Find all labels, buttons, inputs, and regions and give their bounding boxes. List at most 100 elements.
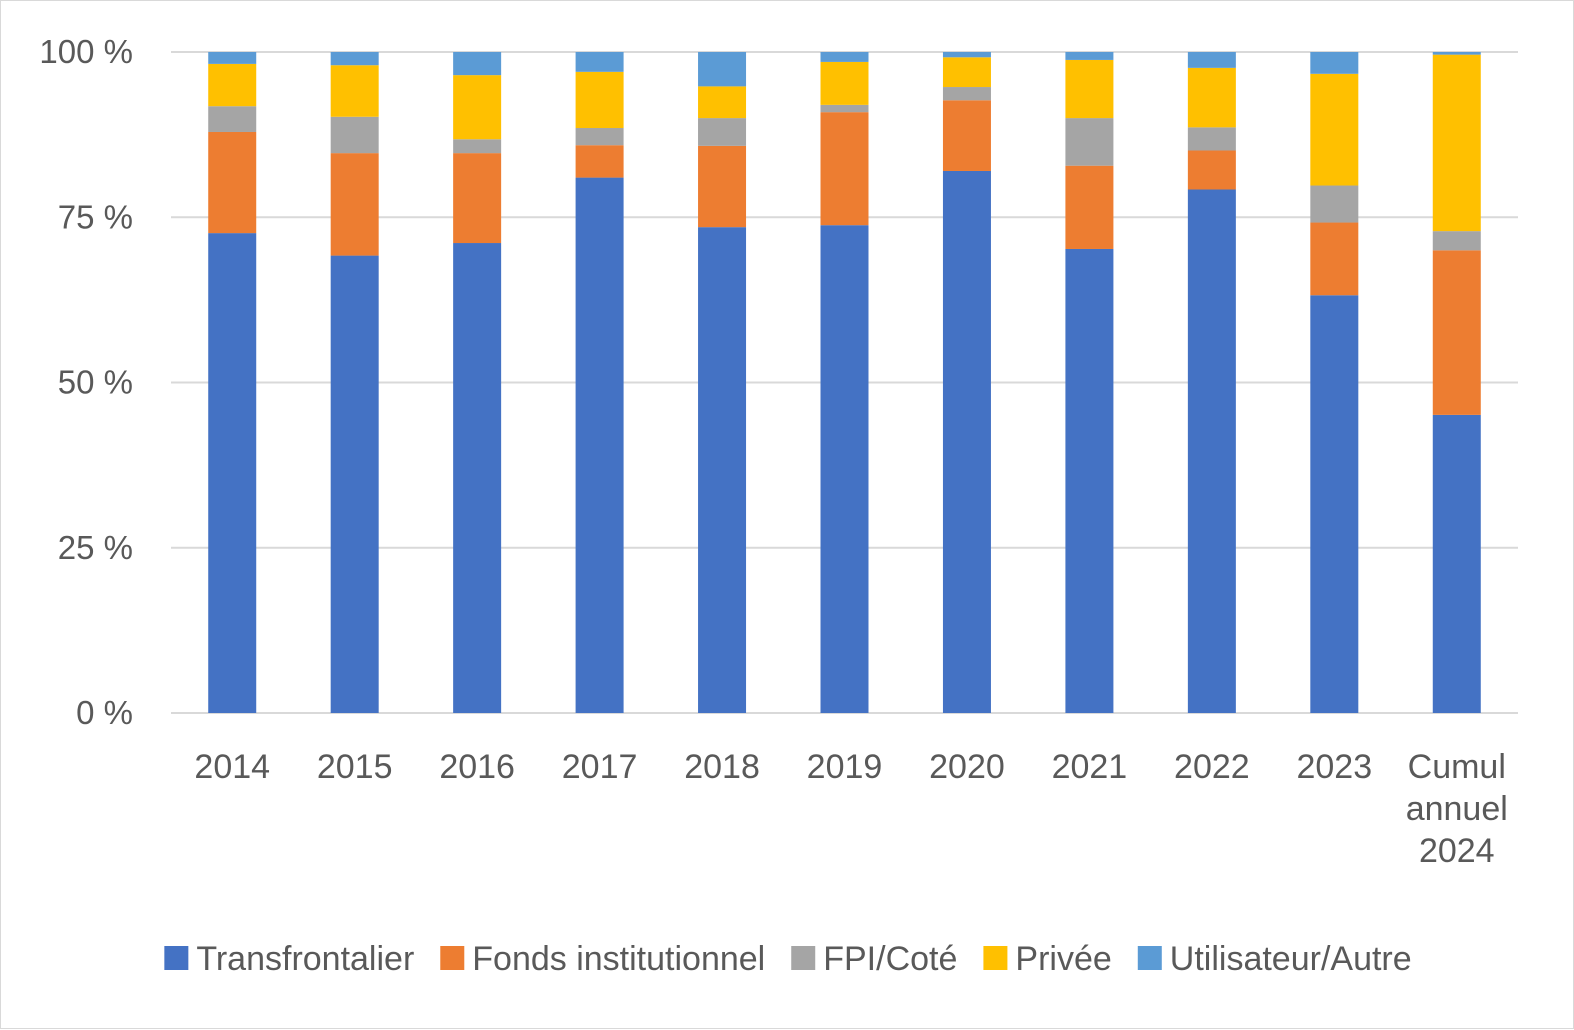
bar-segment-fonds-institutionnel (1065, 165, 1114, 249)
bar-segment-fonds-institutionnel (330, 153, 379, 256)
x-axis-labels: 2014 2015 2016 2017 2018 2019 2020 2021 2022 2023… (194, 748, 1507, 870)
y-tick-label: 25 % (58, 529, 133, 566)
x-tick-label: 2022 (1174, 748, 1250, 786)
x-tick-label-line: 2021 (1052, 748, 1128, 786)
bar-segment-utilisateur-autre (453, 52, 502, 76)
bar-segment-priv-e (453, 75, 502, 140)
legend-item: Utilisateur/Autre (1137, 940, 1412, 978)
x-tick-label-line: 2017 (562, 748, 638, 786)
x-tick-label-line: 2016 (439, 748, 515, 786)
x-tick-label-line: 2015 (317, 748, 393, 786)
x-tick-label: 2019 (807, 748, 883, 786)
legend-item: Fonds institutionnel (440, 940, 765, 978)
bar-segment-fpi-cot- (453, 139, 502, 154)
legend-label: Transfrontalier (196, 940, 414, 978)
bar-segment-priv-e (1310, 73, 1359, 186)
bar-segment-transfrontalier (453, 243, 502, 714)
legend-swatch (440, 946, 465, 970)
x-tick-label: 2018 (684, 748, 760, 786)
legend-item: FPI/Coté (791, 940, 957, 978)
bar-segment-fpi-cot- (820, 104, 869, 113)
bar-segment-utilisateur-autre (208, 52, 257, 64)
bar-segment-transfrontalier (1187, 189, 1236, 713)
legend-swatch (791, 946, 816, 970)
bar-segment-fpi-cot- (942, 87, 991, 101)
x-tick-label: 2020 (929, 748, 1005, 786)
bar-segment-fonds-institutionnel (575, 145, 624, 178)
bar-segment-utilisateur-autre (1187, 52, 1236, 68)
bar-segment-transfrontalier (820, 225, 869, 713)
bar-segment-fonds-institutionnel (1187, 150, 1236, 190)
bar-segment-fpi-cot- (1065, 118, 1114, 166)
bar-segment-fonds-institutionnel (1310, 222, 1359, 296)
y-axis-ticks: 0 % 25 % 50 % 75 % 100 % (39, 33, 133, 731)
bar-segment-fpi-cot- (1432, 231, 1481, 251)
legend-swatch (983, 946, 1008, 970)
bar-segment-utilisateur-autre (1065, 52, 1114, 60)
bar-segment-transfrontalier (1432, 414, 1481, 713)
bar-segment-fonds-institutionnel (1432, 250, 1481, 415)
bar-segment-fonds-institutionnel (453, 153, 502, 244)
bar-segment-transfrontalier (698, 227, 747, 714)
bar-segment-fpi-cot- (1310, 185, 1359, 223)
x-tick-label-line: 2018 (684, 748, 760, 786)
x-tick-label: 2017 (562, 748, 638, 786)
bar-segment-priv-e (942, 57, 991, 88)
bar-segment-transfrontalier (1065, 248, 1114, 713)
bar-segment-priv-e (820, 61, 869, 105)
legend-label: Utilisateur/Autre (1170, 940, 1412, 978)
y-tick-label: 100 % (39, 33, 133, 70)
y-tick-label: 75 % (58, 198, 133, 235)
bar-segment-priv-e (208, 63, 257, 107)
bar-segment-fpi-cot- (698, 118, 747, 146)
x-tick-label-line: 2019 (807, 748, 883, 786)
legend-item: Transfrontalier (164, 940, 414, 978)
x-tick-label-line: Cumul (1408, 748, 1506, 786)
bar-segment-utilisateur-autre (330, 52, 379, 66)
bar-segment-utilisateur-autre (1310, 52, 1359, 74)
legend-label: Fonds institutionnel (472, 940, 765, 978)
y-tick-label: 0 % (76, 694, 133, 731)
bar-segment-fonds-institutionnel (820, 112, 869, 226)
x-tick-label-line: 2024 (1419, 832, 1495, 870)
bar-segment-utilisateur-autre (1432, 52, 1481, 55)
bar-segment-transfrontalier (1310, 295, 1359, 713)
bars (208, 52, 1481, 714)
legend-swatch (164, 946, 189, 970)
x-tick-label: Cumul annuel 2024 (1406, 748, 1508, 870)
bar-segment-fpi-cot- (330, 116, 379, 154)
legend: Transfrontalier Fonds institutionnel FPI/C… (164, 940, 1412, 978)
legend-item: Privée (983, 940, 1112, 978)
y-tick-label: 50 % (58, 364, 133, 401)
x-tick-label-line: 2022 (1174, 748, 1250, 786)
bar-segment-priv-e (1187, 67, 1236, 128)
bar-segment-fonds-institutionnel (698, 145, 747, 228)
x-tick-label: 2016 (439, 748, 515, 786)
bar-segment-transfrontalier (575, 177, 624, 714)
bar-segment-priv-e (330, 65, 379, 117)
bar-segment-utilisateur-autre (698, 52, 747, 87)
bar-segment-fonds-institutionnel (208, 131, 257, 234)
bar-segment-fonds-institutionnel (942, 100, 991, 171)
bar-segment-transfrontalier (208, 233, 257, 713)
legend-label: Privée (1015, 940, 1111, 978)
x-tick-label: 2014 (194, 748, 270, 786)
bar-segment-fpi-cot- (575, 128, 624, 146)
x-tick-label-line: 2014 (194, 748, 270, 786)
x-tick-label-line: 2020 (929, 748, 1005, 786)
bar-segment-priv-e (698, 86, 747, 119)
bar-segment-fpi-cot- (1187, 127, 1236, 151)
bar-segment-transfrontalier (942, 170, 991, 714)
x-tick-label-line: annuel (1406, 790, 1508, 828)
bar-segment-priv-e (1432, 54, 1481, 232)
x-tick-label: 2015 (317, 748, 393, 786)
x-tick-label: 2023 (1296, 748, 1372, 786)
legend-swatch (1137, 946, 1162, 970)
x-tick-label: 2021 (1052, 748, 1128, 786)
bar-segment-fpi-cot- (208, 106, 257, 132)
bar-segment-utilisateur-autre (575, 52, 624, 72)
bar-segment-utilisateur-autre (942, 52, 991, 58)
bar-segment-priv-e (575, 71, 624, 129)
